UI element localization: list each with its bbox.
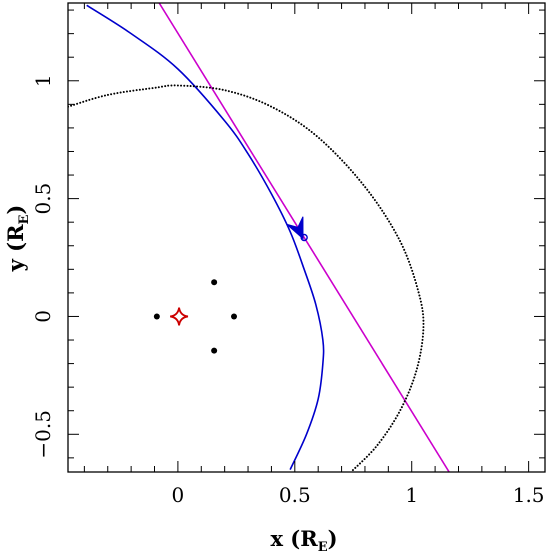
direction-arrowhead-6 [286,216,304,240]
x-axis-title: x (RE) [270,526,337,555]
x-tick-label-2: 1 [405,483,418,507]
x-axis-title-text: x (R [270,526,318,551]
y-tick-label-1: 0 [31,310,55,323]
lens-dot-2 [211,279,218,286]
markers-layer [153,216,308,354]
x-tick-label-0: 0 [172,483,185,507]
y-axis-title-group: y (RE) [3,205,32,273]
curves-layer [68,3,450,472]
y-tick-label-group-3: 1 [31,74,55,87]
y-axis-title-text: y (R [3,224,28,272]
series-curve-0 [86,4,325,470]
y-tick-label-group-1: 0 [31,310,55,323]
y-tick-label-group-0: −0.5 [31,410,55,459]
ticks-layer [68,3,545,472]
y-tick-label-2: 0.5 [31,183,55,215]
x-axis-title-subscript: E [318,540,328,555]
x-axis-title-close: ) [328,526,338,551]
x-tick-label-1: 0.5 [279,483,311,507]
series-curve-1 [158,3,450,472]
y-axis-title-close: ) [3,205,28,215]
y-axis-title: y (RE) [3,205,32,273]
y-tick-label-3: 1 [31,74,55,87]
y-tick-label-group-2: 0.5 [31,183,55,215]
series-curve-2 [68,84,425,472]
lens-dot-1 [231,313,238,320]
x-tick-label-3: 1.5 [513,483,545,507]
plot-frame [67,2,546,473]
y-axis-title-subscript: E [17,214,32,224]
y-tick-label-0: −0.5 [31,410,55,459]
tick-labels-layer: 0 0.5 1 1.5 −0.5 0 0.5 1 [31,74,545,507]
lens-dot-3 [211,347,218,354]
lens-dot-0 [153,313,160,320]
caustic-astroid-4 [170,307,189,326]
